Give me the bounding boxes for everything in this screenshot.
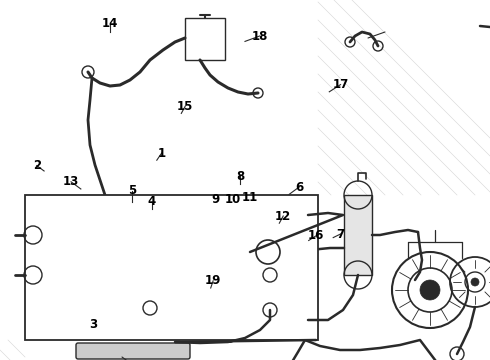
Text: 14: 14 [102,17,119,30]
Text: 19: 19 [205,274,221,287]
Text: 1: 1 [158,147,166,159]
Bar [344,195,372,275]
Text: 18: 18 [251,30,268,42]
Text: 16: 16 [308,229,324,242]
Text: 12: 12 [275,210,292,222]
Text: 10: 10 [224,193,241,206]
Text: 17: 17 [332,78,349,91]
Text: 15: 15 [177,100,194,113]
Text: 7: 7 [337,228,344,240]
Text: 13: 13 [63,175,79,188]
Text: 2: 2 [33,159,41,172]
Text: 3: 3 [89,318,97,330]
Text: 5: 5 [128,184,136,197]
Bar [185,18,225,60]
Text: 8: 8 [236,170,244,183]
Circle shape [420,280,440,300]
Text: 4: 4 [148,195,156,208]
Text: 6: 6 [295,181,303,194]
Circle shape [471,278,479,286]
Text: 11: 11 [242,191,258,204]
Bar [256,275,284,310]
Bar [25,195,318,340]
Text: 9: 9 [212,193,220,206]
FancyBboxPatch shape [76,343,190,359]
